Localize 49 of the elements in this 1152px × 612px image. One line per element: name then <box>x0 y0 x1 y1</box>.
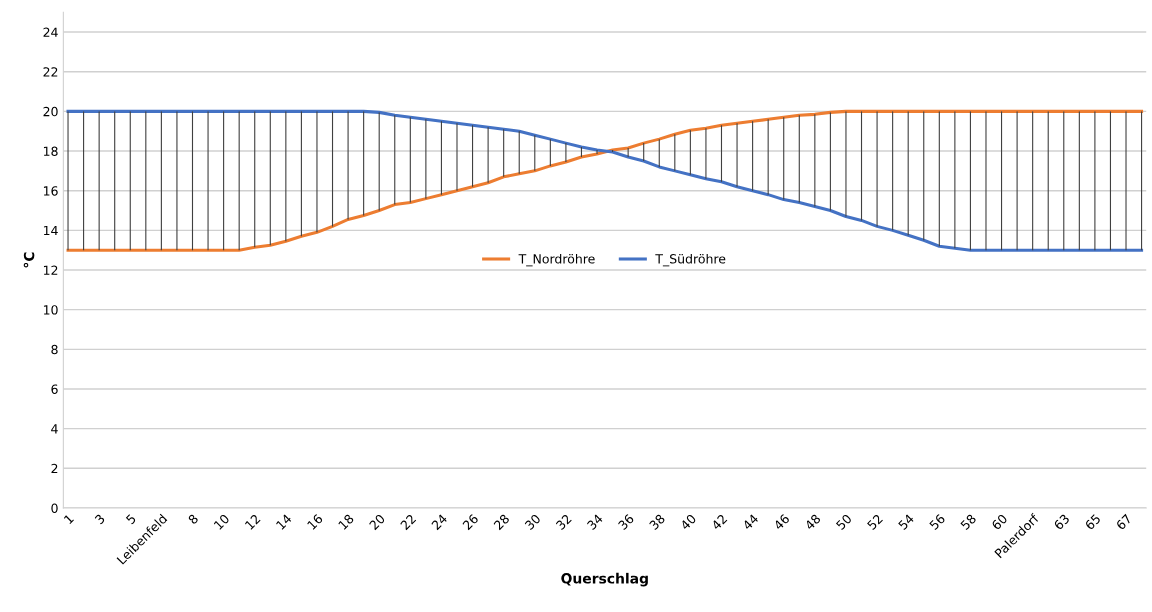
x-tick-label: 3 <box>94 513 106 525</box>
y-tick-label: 2 <box>51 463 58 474</box>
x-tick-label: 42 <box>710 513 728 531</box>
x-tick-label: 1 <box>63 513 74 525</box>
y-tick-label: 24 <box>43 27 58 37</box>
x-axis-title: Querschlag <box>561 572 648 587</box>
x-tick-label: 8 <box>187 513 199 525</box>
x-tick-label: 14 <box>275 513 293 530</box>
x-tick-label: 46 <box>773 513 791 531</box>
x-tick-label: 18 <box>337 513 355 530</box>
y-tick-label: 0 <box>51 503 58 513</box>
x-tick-label: 30 <box>524 513 542 531</box>
y-tick-label: 14 <box>43 225 58 236</box>
x-tick-label: 50 <box>835 513 853 531</box>
x-tick-label: 22 <box>399 513 417 531</box>
x-tick-label: 56 <box>928 513 946 531</box>
x-tick-label: 52 <box>866 513 884 531</box>
x-tick-label: 34 <box>586 513 604 531</box>
legend-label: T_Nordröhre <box>518 253 595 267</box>
x-tick-label: 16 <box>306 513 324 530</box>
y-tick-label: 4 <box>51 424 58 434</box>
y-tick-label: 6 <box>51 384 58 394</box>
y-tick-label: 16 <box>43 186 58 196</box>
x-tick-label: 32 <box>555 513 572 531</box>
x-tick-label: 40 <box>679 513 697 531</box>
x-tick-label: 67 <box>1115 513 1133 531</box>
x-tick-label: 63 <box>1053 513 1070 531</box>
x-tick-label: 38 <box>648 513 666 531</box>
y-tick-label: 22 <box>43 67 58 77</box>
x-tick-label: 44 <box>742 513 759 531</box>
x-tick-label: 10 <box>213 513 230 530</box>
legend-label: T_Südröhre <box>655 253 726 267</box>
x-tick-label: 26 <box>462 513 479 531</box>
y-tick-label: 12 <box>43 265 58 275</box>
x-tick-label: 58 <box>960 513 977 531</box>
x-tick-label: 48 <box>804 513 822 531</box>
x-tick-label: 24 <box>430 513 448 531</box>
y-tick-label: 10 <box>43 305 58 315</box>
x-tick-label: 12 <box>244 513 261 530</box>
y-tick-label: 20 <box>43 106 58 117</box>
x-tick-label: 65 <box>1084 513 1101 531</box>
x-tick-label: 20 <box>368 513 386 531</box>
y-tick-label: 8 <box>51 344 58 355</box>
x-tick-label: 54 <box>897 513 915 531</box>
line-series <box>66 109 1144 252</box>
y-tick-label: 18 <box>43 146 58 156</box>
y-axis-title: °C <box>23 252 35 268</box>
x-tick-label: 28 <box>493 513 510 531</box>
x-tick-label: 36 <box>617 513 635 531</box>
